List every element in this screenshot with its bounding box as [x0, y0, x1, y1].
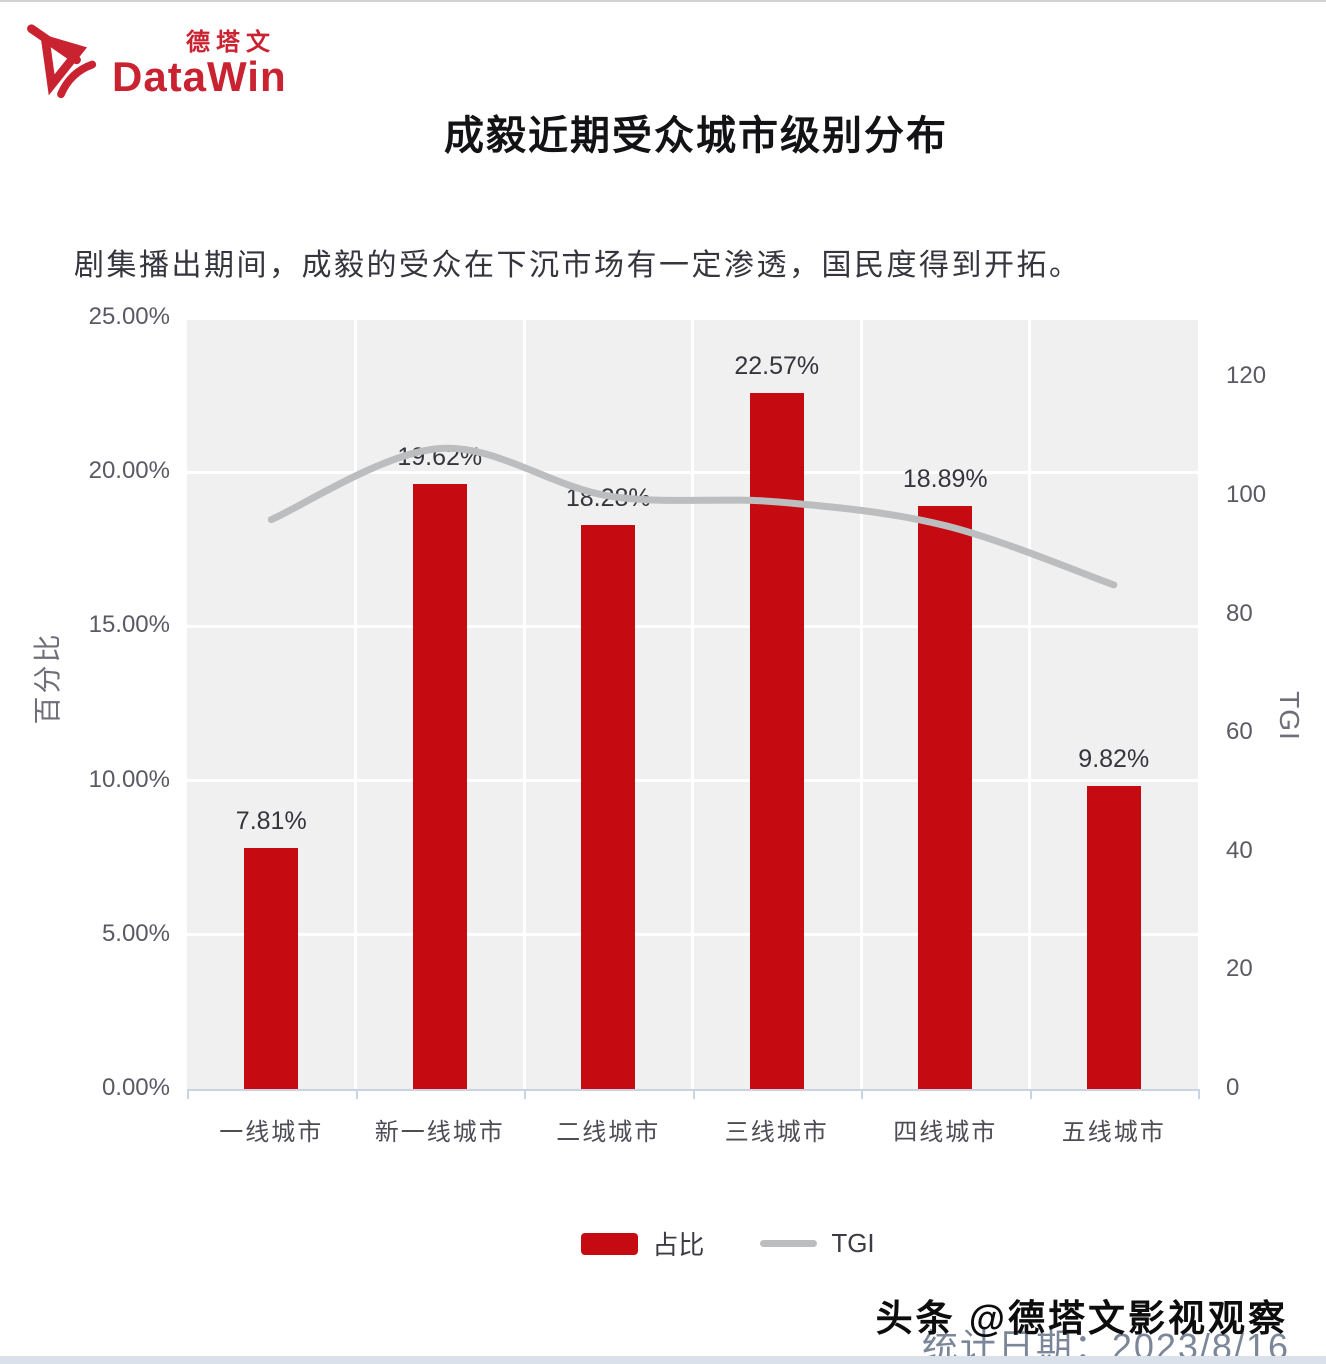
- x-axis-tickmark: [1198, 1089, 1200, 1099]
- chart-subtitle: 剧集播出期间，成毅的受众在下沉市场有一定渗透，国民度得到开拓。: [74, 249, 1082, 282]
- left-axis-tick: 5.00%: [101, 919, 170, 947]
- top-border: [0, 0, 1326, 2]
- right-axis-tick: 120: [1226, 362, 1267, 390]
- legend-bar-label: 占比: [652, 1230, 705, 1260]
- plot-area: 7.81% 19.62% 18.28% 22.57% 18.89% 9.82%: [187, 316, 1198, 1089]
- legend-tgi-label: TGI: [831, 1228, 875, 1258]
- toutiao-watermark: 头条 @德塔文影视观察: [875, 1298, 1288, 1339]
- bar-value-label: 18.89%: [902, 465, 988, 494]
- v-gridline: [691, 318, 694, 1089]
- datawin-logo: 德塔文 DataWin: [22, 16, 287, 102]
- right-axis-tick: 0: [1226, 1074, 1240, 1101]
- left-axis-tick: 0.00%: [101, 1074, 170, 1101]
- x-axis-label-四线城市: 四线城市: [893, 1119, 998, 1146]
- bottom-strip: [0, 1356, 1326, 1364]
- x-axis-tickmark: [524, 1089, 526, 1099]
- bar-新一线城市: [412, 483, 467, 1089]
- x-axis-label-新一线城市: 新一线城市: [374, 1119, 505, 1146]
- datawin-logo-icon: [27, 24, 97, 99]
- right-axis-tick: 80: [1226, 599, 1253, 627]
- right-axis-tick: 100: [1226, 480, 1267, 508]
- bar-四线城市: [918, 506, 973, 1089]
- v-gridline: [1028, 318, 1031, 1089]
- logo-cn-text: 德塔文: [186, 29, 276, 56]
- x-axis-label-一线城市: 一线城市: [219, 1119, 324, 1146]
- x-axis-tickmark: [187, 1089, 189, 1099]
- v-gridline: [859, 318, 863, 1089]
- x-axis-label-五线城市: 五线城市: [1061, 1119, 1166, 1146]
- legend-bar-swatch: [581, 1232, 639, 1255]
- chart-legend: 占比 TGI: [0, 1225, 1326, 1262]
- right-axis-tick: 60: [1226, 718, 1253, 746]
- datawin-logo-text: 德塔文 DataWin: [112, 16, 287, 98]
- bar-value-label: 19.62%: [397, 442, 483, 471]
- legend-line-swatch: [760, 1240, 818, 1247]
- bar-value-label: 18.28%: [565, 484, 651, 513]
- x-axis-tickmark: [355, 1089, 358, 1099]
- left-axis-tick: 25.00%: [88, 303, 170, 330]
- bar-value-label: 9.82%: [1078, 745, 1150, 774]
- left-axis-tick: 20.00%: [88, 457, 170, 485]
- right-axis-tick: 40: [1226, 836, 1253, 864]
- bar-五线城市: [1086, 786, 1141, 1089]
- left-axis-title: 百分比: [32, 631, 63, 725]
- x-axis-label-三线城市: 三线城市: [724, 1119, 829, 1146]
- left-axis-tick: 15.00%: [88, 611, 170, 639]
- bar-一线城市: [244, 848, 299, 1089]
- bar-value-label: 7.81%: [235, 807, 307, 836]
- x-axis-tickmark: [1029, 1089, 1032, 1099]
- v-gridline: [522, 318, 526, 1089]
- bar-value-label: 22.57%: [734, 351, 820, 380]
- x-axis-tickmark: [692, 1089, 695, 1099]
- logo-en-text: DataWin: [112, 53, 287, 100]
- x-axis-label-二线城市: 二线城市: [556, 1119, 661, 1146]
- right-axis-tick: 20: [1226, 955, 1253, 983]
- v-gridline: [354, 318, 357, 1089]
- bar-三线城市: [749, 392, 804, 1089]
- chart-title: 成毅近期受众城市级别分布: [444, 114, 948, 158]
- bar-二线城市: [581, 525, 636, 1089]
- left-axis-tick: 10.00%: [88, 765, 170, 793]
- x-axis-tickmark: [861, 1089, 863, 1099]
